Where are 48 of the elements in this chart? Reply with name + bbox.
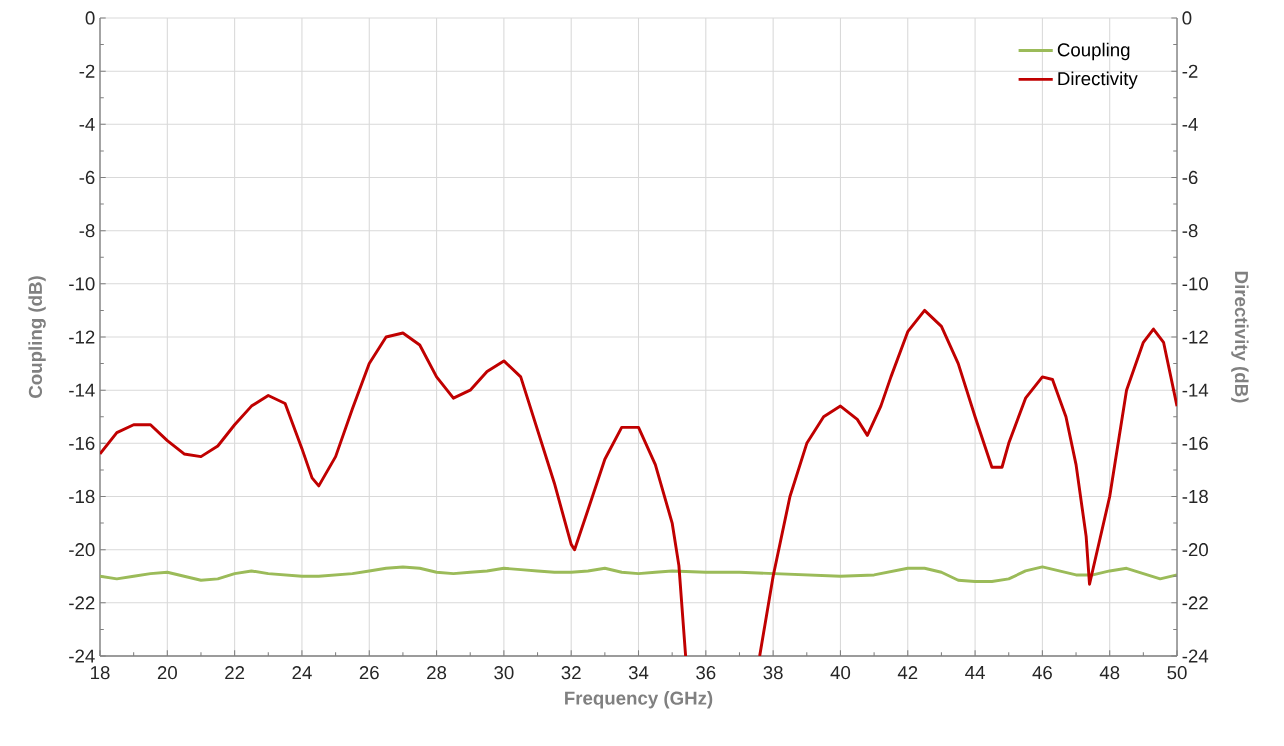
y2-tick-label: -22 (1182, 596, 1208, 610)
y2-tick-label: -18 (1182, 489, 1208, 504)
y-axis-title: Coupling (dB) (28, 276, 46, 398)
y2-tick-label: -12 (1182, 330, 1208, 344)
x-tick-label: 22 (225, 666, 245, 680)
x-tick-label: 50 (1167, 666, 1187, 680)
y2-tick-label: -10 (1182, 277, 1208, 291)
y-tick-label: -8 (79, 224, 95, 238)
y2-tick-label: -2 (1182, 64, 1198, 78)
x-tick-label: 30 (494, 666, 514, 680)
y-tick-label: -16 (69, 436, 95, 450)
x-tick-label: 18 (91, 666, 110, 680)
y-tick-label: -24 (69, 649, 95, 663)
x-tick-label: 42 (897, 666, 918, 680)
x-tick-label: 46 (1032, 666, 1052, 680)
x-tick-label: 24 (292, 666, 312, 680)
x-tick-label: 44 (965, 666, 985, 679)
y2-tick-label: -4 (1182, 117, 1198, 131)
y2-tick-label: 0 (1182, 11, 1192, 25)
y2-tick-label: -24 (1182, 649, 1209, 663)
y-tick-label: -18 (69, 489, 95, 504)
y-tick-label: -22 (69, 596, 95, 610)
x-tick-label: 28 (427, 666, 447, 680)
y-tick-label: -10 (69, 277, 95, 291)
y-tick-label: -6 (79, 170, 95, 185)
y2-tick-label: -6 (1182, 170, 1198, 185)
x-tick-label: 32 (561, 666, 581, 680)
legend-label: Directivity (1058, 71, 1138, 89)
legend-label: Coupling (1057, 42, 1130, 61)
y-tick-label: -14 (69, 383, 95, 397)
y-tick-label: -4 (79, 117, 95, 131)
y-tick-label: -20 (69, 543, 95, 557)
x-tick-label: 48 (1099, 666, 1120, 680)
y-tick-label: -12 (69, 330, 95, 344)
x-tick-label: 40 (830, 666, 851, 680)
x-tick-label: 34 (628, 666, 649, 680)
y2-tick-label: -20 (1182, 543, 1208, 557)
x-tick-label: 38 (763, 666, 783, 680)
x-tick-label: 26 (359, 666, 379, 680)
y-tick-label: -2 (79, 64, 95, 78)
y-tick-label: 0 (85, 11, 95, 25)
x-tick-label: 20 (157, 666, 177, 680)
x-tick-label: 36 (696, 666, 716, 680)
y2-tick-label: -14 (1182, 383, 1209, 397)
y2-tick-label: -8 (1182, 224, 1198, 238)
y2-tick-label: -16 (1182, 436, 1208, 450)
x-axis-title: Frequency (GHz) (565, 691, 713, 709)
y2-axis-title: Directivity (dB) (1231, 271, 1249, 403)
